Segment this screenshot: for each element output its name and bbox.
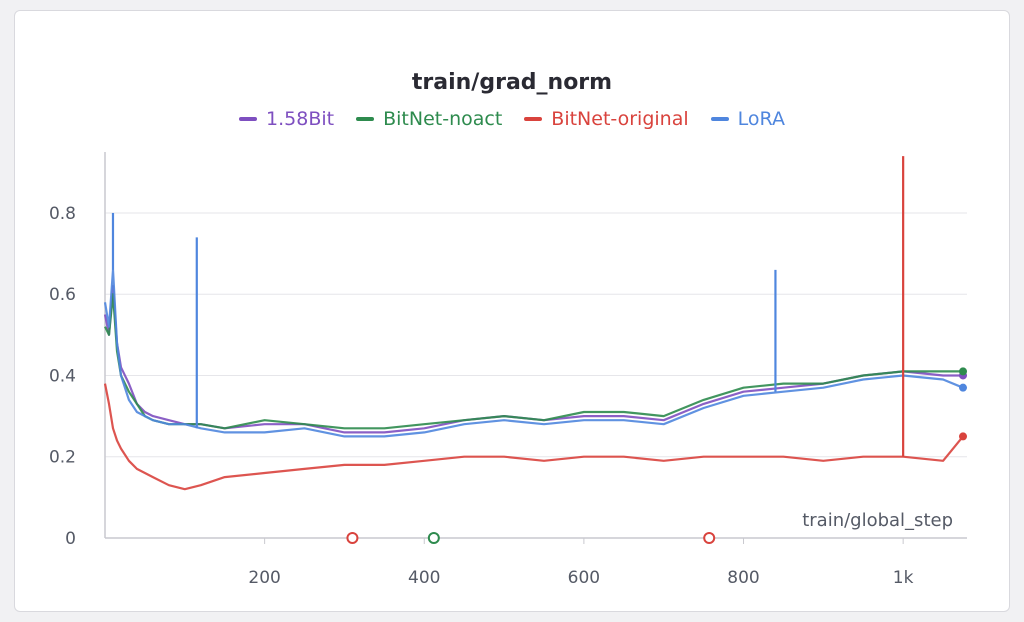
series-end-point — [959, 383, 968, 392]
series-line — [103, 268, 964, 438]
y-tick-label: 0.6 — [49, 285, 76, 305]
chart-legend: 1.58Bit BitNet-noact BitNet-original LoRA — [0, 108, 1024, 130]
series-line — [104, 293, 963, 430]
x-tick-label: 600 — [568, 568, 600, 588]
x-tick-label: 1k — [893, 568, 914, 588]
series-end-point — [959, 367, 968, 376]
legend-item[interactable]: 1.58Bit — [239, 108, 334, 130]
legend-swatch — [710, 117, 729, 121]
chart-panel — [14, 10, 1010, 612]
legend-label: 1.58Bit — [266, 108, 335, 130]
series-line — [103, 285, 963, 434]
chart-title: train/grad_norm — [411, 70, 613, 95]
legend-label: BitNet-original — [551, 108, 689, 130]
legend-swatch — [356, 117, 375, 121]
series-end-point — [959, 432, 968, 441]
legend-item[interactable]: BitNet-noact — [356, 108, 502, 130]
legend-swatch — [524, 117, 543, 121]
legend-item[interactable]: LoRA — [710, 108, 785, 130]
y-tick-label: 0.8 — [49, 204, 76, 224]
x-tick-label: 400 — [408, 568, 440, 588]
run-marker — [703, 532, 716, 544]
y-tick-label: 0 — [65, 529, 76, 549]
run-marker — [427, 532, 440, 544]
x-axis-label: train/global_step — [802, 510, 953, 531]
series-line — [103, 383, 964, 491]
x-tick-label: 800 — [727, 568, 759, 588]
run-marker — [346, 532, 359, 544]
legend-swatch — [239, 117, 258, 121]
legend-label: LoRA — [737, 108, 785, 130]
legend-item[interactable]: BitNet-original — [524, 108, 689, 130]
legend-label: BitNet-noact — [383, 108, 503, 130]
y-tick-label: 0.2 — [49, 448, 76, 468]
y-tick-label: 0.4 — [49, 366, 76, 386]
x-tick-label: 200 — [248, 568, 280, 588]
